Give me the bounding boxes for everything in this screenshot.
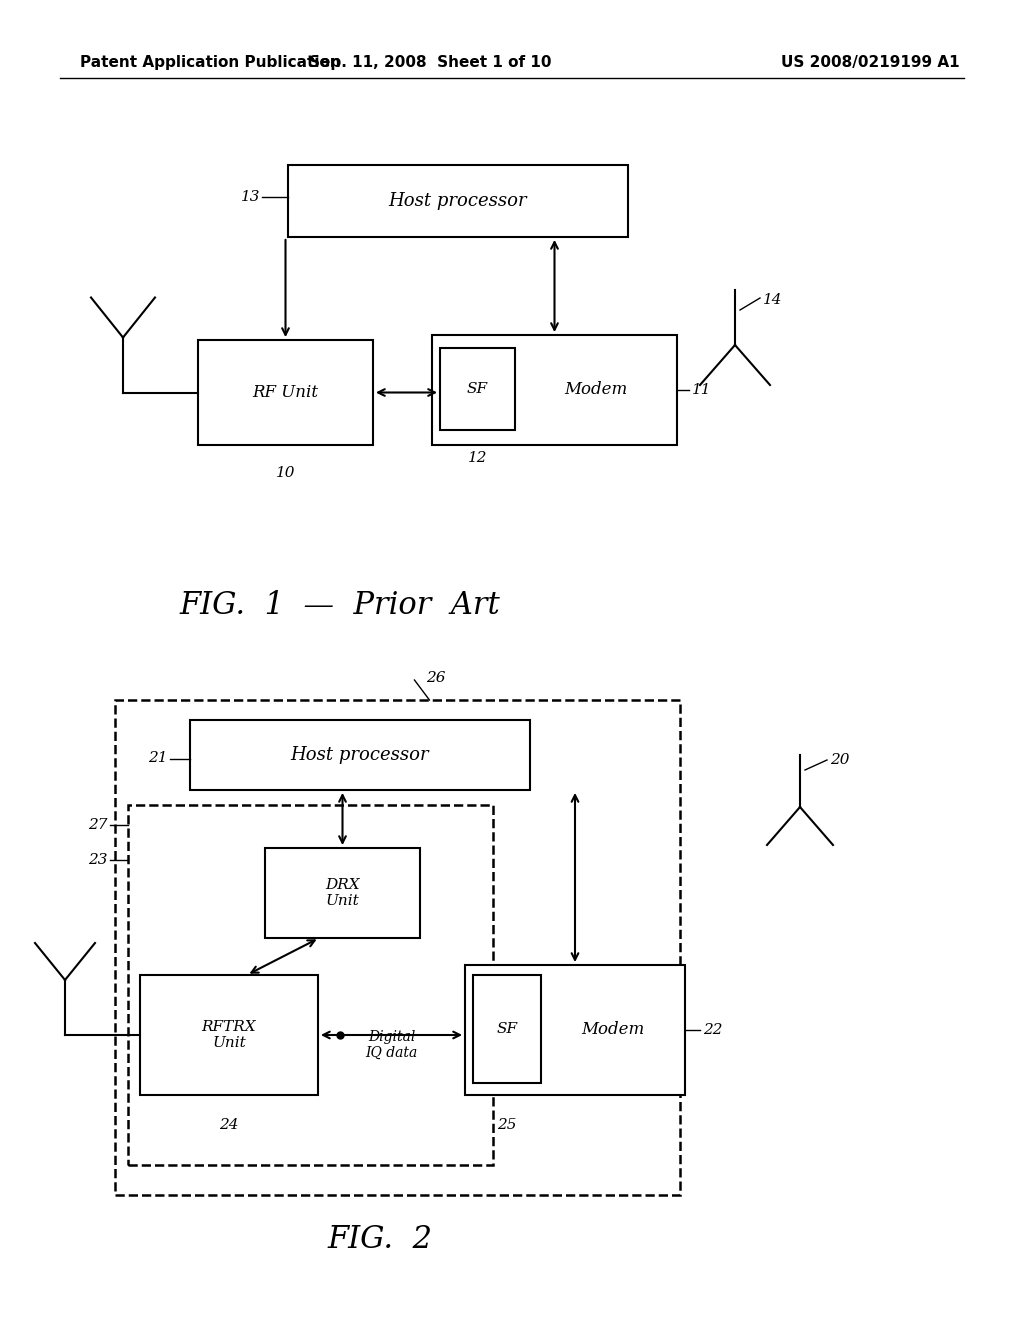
Text: Host processor: Host processor: [389, 191, 527, 210]
Bar: [440, 348, 515, 430]
Text: SF: SF: [497, 1022, 517, 1036]
Text: Host processor: Host processor: [291, 746, 429, 764]
Bar: [198, 341, 373, 445]
Text: 27: 27: [88, 818, 108, 832]
Bar: [432, 335, 677, 445]
Text: FIG.  2: FIG. 2: [328, 1225, 432, 1255]
Text: Sep. 11, 2008  Sheet 1 of 10: Sep. 11, 2008 Sheet 1 of 10: [309, 54, 551, 70]
Text: FIG.  1  —  Prior  Art: FIG. 1 — Prior Art: [179, 590, 501, 620]
Text: 24: 24: [219, 1118, 239, 1133]
Text: US 2008/0219199 A1: US 2008/0219199 A1: [781, 54, 961, 70]
Text: 21: 21: [148, 751, 168, 766]
Text: 10: 10: [275, 466, 295, 480]
Text: 14: 14: [763, 293, 782, 308]
Bar: [473, 975, 541, 1082]
Text: Modem: Modem: [564, 381, 628, 399]
Text: 22: 22: [703, 1023, 723, 1038]
Bar: [465, 965, 685, 1096]
Text: 13: 13: [241, 190, 260, 205]
Bar: [115, 700, 680, 1195]
Text: Patent Application Publication: Patent Application Publication: [80, 54, 341, 70]
Text: 12: 12: [468, 451, 487, 465]
Bar: [140, 975, 318, 1096]
Text: 25: 25: [498, 1118, 517, 1133]
Text: RF Unit: RF Unit: [253, 384, 318, 401]
Text: SF: SF: [467, 381, 488, 396]
Text: DRX
Unit: DRX Unit: [326, 878, 359, 908]
Bar: [265, 847, 420, 939]
Bar: [288, 165, 628, 238]
Text: RFTRX
Unit: RFTRX Unit: [202, 1020, 256, 1051]
Text: 23: 23: [88, 853, 108, 867]
Bar: [190, 719, 530, 789]
Text: 26: 26: [426, 671, 445, 685]
Text: Digital
IQ data: Digital IQ data: [366, 1030, 418, 1060]
Text: 11: 11: [692, 383, 712, 397]
Text: 20: 20: [830, 752, 850, 767]
Text: Modem: Modem: [582, 1022, 645, 1039]
Bar: [128, 805, 493, 1166]
